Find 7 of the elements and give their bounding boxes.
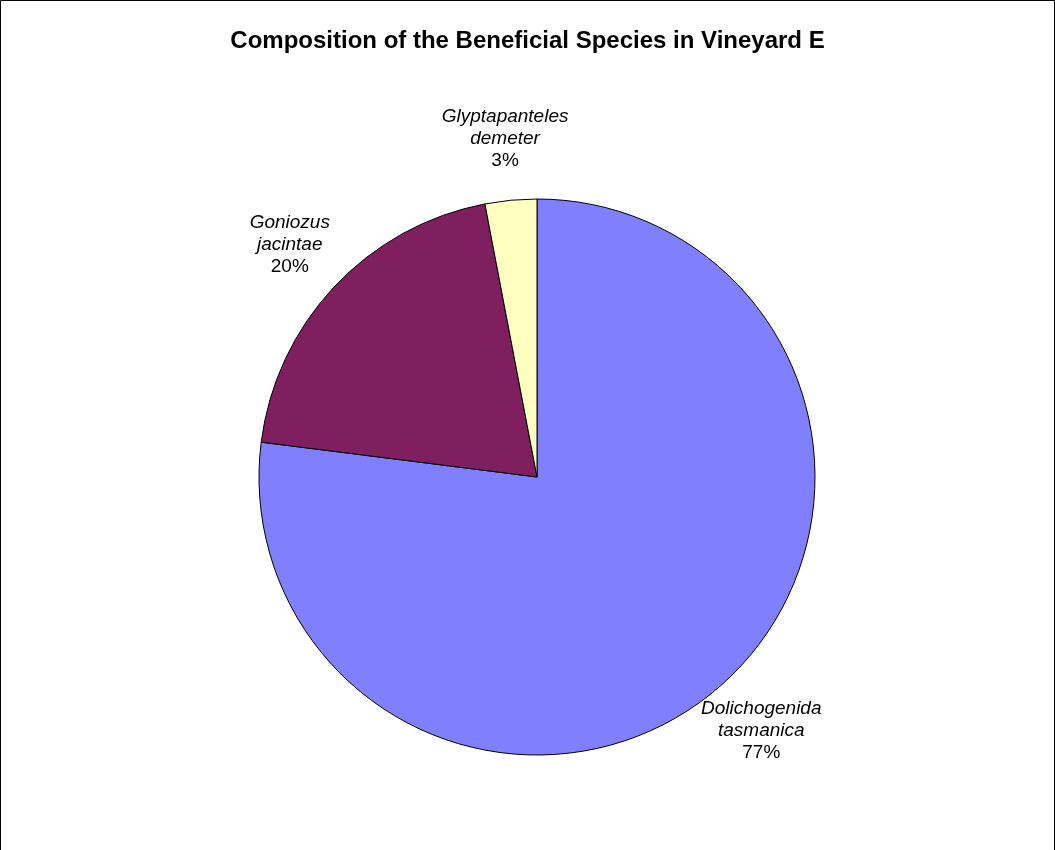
- data-label: 3%: [491, 149, 519, 171]
- slice-label: Goniozus jacintae: [249, 210, 331, 254]
- slice-label: Dolichogenida tasmanica: [701, 697, 822, 741]
- data-label: 20%: [270, 254, 309, 276]
- slice-label: Glyptapanteles demeter: [441, 105, 569, 149]
- data-label: 77%: [742, 741, 781, 763]
- chart-title: Composition of the Beneficial Species in Vineyard E: [230, 26, 825, 53]
